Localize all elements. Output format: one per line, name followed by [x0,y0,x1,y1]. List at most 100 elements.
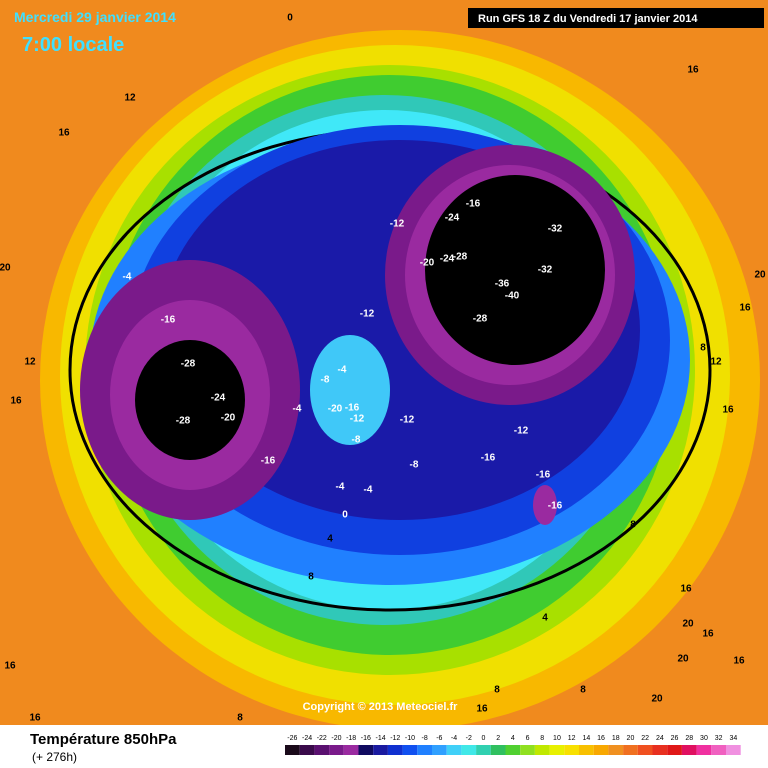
scale-swatch [476,745,491,755]
contour-label: 16 [680,584,692,595]
scale-tick-label: -10 [405,735,415,742]
contour-label: -24 [440,254,455,265]
scale-tick-label: 16 [597,735,605,742]
scale-swatch [667,745,682,755]
contour-label: 16 [733,656,745,667]
scale-tick-label: -4 [451,735,457,742]
scale-tick-label: -14 [375,735,385,742]
scale-swatch [490,745,506,755]
contour-label: -20 [328,404,343,415]
cold-pool [533,485,557,525]
zone [310,335,390,445]
scale-tick-label: -22 [317,735,327,742]
contour-label: 8 [580,685,586,696]
contour-label: -12 [360,309,375,320]
contour-label: -8 [352,435,361,446]
contour-label: 12 [124,93,136,104]
scale-tick-label: 30 [700,735,708,742]
scale-swatch [314,745,330,755]
contour-label: -12 [390,219,405,230]
contour-label: -12 [350,414,365,425]
run-box [468,8,764,28]
scale-tick-label: 26 [671,735,679,742]
scale-swatch [446,745,462,755]
contour-label: -16 [466,199,481,210]
run-info: Run GFS 18 Z du Vendredi 17 janvier 2014 [478,13,698,25]
contour-label: -32 [538,265,553,276]
contour-label: -40 [505,291,520,302]
scale-swatch [505,745,521,755]
contour-label: 8 [308,572,314,583]
copyright: Copyright © 2013 Meteociel.fr [303,701,459,713]
scale-swatch [711,745,726,755]
lead-time: (+ 276h) [32,750,77,764]
contour-label: -16 [161,315,176,326]
contour-label: -12 [514,426,529,437]
scale-tick-label: -24 [302,735,312,742]
contour-label: -16 [548,501,563,512]
scale-swatch [726,745,741,755]
cold-core [425,175,605,365]
scale-swatch [343,745,359,755]
scale-tick-label: 6 [526,735,530,742]
contour-label: 16 [4,661,16,672]
contour-label: 20 [754,270,766,281]
contour-label: 4 [327,534,333,545]
contour-label: 16 [702,629,714,640]
contour-label: -28 [176,416,191,427]
contour-label: -36 [495,279,510,290]
scale-tick-label: 8 [540,735,544,742]
cold-core [135,340,245,460]
contour-label: 0 [342,510,348,521]
scale-tick-label: -16 [361,735,371,742]
scale-swatch [593,745,609,755]
scale-swatch [299,745,315,755]
scale-tick-label: 24 [656,735,664,742]
contour-label: -12 [400,415,415,426]
scale-tick-label: 12 [568,735,576,742]
contour-label: -20 [221,413,236,424]
scale-tick-label: -20 [331,735,341,742]
scale-tick-label: 0 [481,735,485,742]
scale-swatch [652,745,668,755]
scale-swatch [549,745,565,755]
contour-label: -16 [345,403,360,414]
scale-tick-label: 32 [715,735,723,742]
scale-swatch [637,745,653,755]
scale-swatch [402,745,418,755]
contour-label: -24 [445,213,460,224]
contour-label: 20 [677,654,689,665]
scale-swatch [696,745,712,755]
scale-swatch [520,745,535,755]
scale-swatch [564,745,579,755]
contour-label: 0 [287,13,293,24]
scale-swatch [358,745,374,755]
contour-label: 16 [722,405,734,416]
scale-swatch [329,745,344,755]
scale-tick-label: 14 [582,735,590,742]
contour-label: -8 [321,375,330,386]
contour-label: -4 [364,485,373,496]
scale-tick-label: -2 [466,735,472,742]
contour-label: 8 [494,685,500,696]
contour-label: 8 [630,520,636,531]
contour-label: 12 [710,357,722,368]
contour-label: 16 [476,704,488,715]
contour-label: 4 [542,613,548,624]
contour-label: 20 [682,619,694,630]
footer-title: Température 850hPa [30,731,177,748]
scale-tick-label: 18 [612,735,620,742]
scale-swatch [373,745,388,755]
contour-label: -28 [181,359,196,370]
scale-swatch [285,745,300,755]
contour-label: -16 [536,470,551,481]
scale-tick-label: -6 [436,735,442,742]
scale-swatch [579,745,594,755]
contour-label: -20 [420,258,435,269]
scale-tick-label: 10 [553,735,561,742]
scale-swatch [608,745,624,755]
contour-label: 16 [687,65,699,76]
contour-label: -28 [453,252,468,263]
scale-tick-label: -26 [287,735,297,742]
